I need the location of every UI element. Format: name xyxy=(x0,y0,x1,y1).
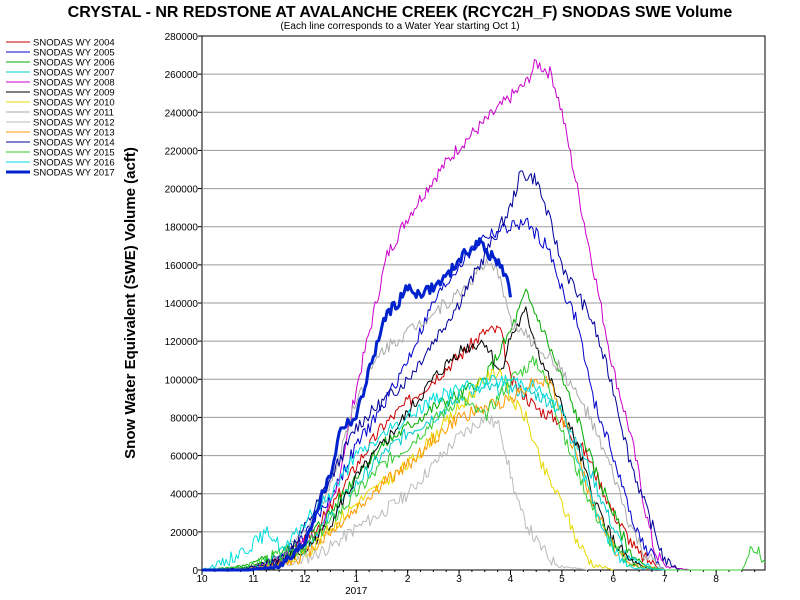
y-tick-label: 0 xyxy=(192,566,198,577)
x-year-label: 2017 xyxy=(345,586,368,597)
x-tick-label: 6 xyxy=(611,574,617,585)
x-tick-label: 10 xyxy=(196,574,208,585)
series-line-snodas-wy-2013 xyxy=(202,376,665,571)
y-tick-label: 280000 xyxy=(165,32,199,43)
x-tick-label: 4 xyxy=(508,574,514,585)
y-tick-label: 80000 xyxy=(170,413,198,424)
chart-subtitle: (Each line corresponds to a Water Year s… xyxy=(280,21,519,32)
legend-label: SNODAS WY 2008 xyxy=(33,78,115,89)
y-tick-label: 40000 xyxy=(170,490,198,501)
x-tick-label: 5 xyxy=(559,574,565,585)
legend-label: SNODAS WY 2016 xyxy=(33,158,115,169)
x-tick-label: 2 xyxy=(405,574,411,585)
chart-title: CRYSTAL - NR REDSTONE AT AVALANCHE CREEK… xyxy=(68,4,733,21)
x-tick-label: 7 xyxy=(662,574,668,585)
legend-label: SNODAS WY 2014 xyxy=(33,138,115,149)
series-line-snodas-wy-2016 xyxy=(201,374,665,571)
legend-label: SNODAS WY 2006 xyxy=(33,58,115,69)
y-tick-label: 140000 xyxy=(165,299,199,310)
y-tick-label: 160000 xyxy=(165,261,199,272)
x-tick-label: 3 xyxy=(456,574,462,585)
series-line-snodas-wy-2011 xyxy=(201,258,666,571)
y-tick-label: 260000 xyxy=(165,70,199,81)
y-tick-label: 60000 xyxy=(170,452,198,463)
legend-label: SNODAS WY 2012 xyxy=(33,118,115,129)
x-tick-label: 11 xyxy=(248,574,259,585)
y-tick-label: 200000 xyxy=(165,185,199,196)
y-tick-label: 100000 xyxy=(165,375,199,386)
y-tick-label: 20000 xyxy=(170,528,198,539)
y-tick-label: 240000 xyxy=(165,108,199,119)
legend-label: SNODAS WY 2011 xyxy=(33,108,114,119)
plot-area: 0 20000 40000 60000 80000 100000 120000 140000 1… xyxy=(165,32,766,597)
legend-label: SNODAS WY 2010 xyxy=(33,98,115,109)
series-line-snodas-wy-2015 xyxy=(201,355,766,571)
legend-label: SNODAS WY 2007 xyxy=(33,68,115,79)
y-tick-label: 220000 xyxy=(165,146,199,157)
legend-label: SNODAS WY 2013 xyxy=(33,128,115,139)
x-tick-label: 12 xyxy=(299,574,311,585)
y-tick-label: 180000 xyxy=(165,223,199,234)
legend-label: SNODAS WY 2009 xyxy=(33,88,115,99)
series-line-snodas-wy-2017 xyxy=(202,237,512,572)
y-tick-label: 120000 xyxy=(165,337,199,348)
legend-label: SNODAS WY 2015 xyxy=(33,148,115,159)
y-axis-label: Snow Water Equivalent (SWE) Volume (acft… xyxy=(122,147,139,459)
legend-label: SNODAS WY 2005 xyxy=(33,48,115,59)
x-tick-label: 8 xyxy=(713,574,719,585)
legend-label: SNODAS WY 2017 xyxy=(33,168,115,179)
series-line-snodas-wy-2009 xyxy=(201,306,665,571)
legend-label: SNODAS WY 2004 xyxy=(33,38,115,49)
x-tick-label: 1 xyxy=(353,574,359,585)
series-line-snodas-wy-2014 xyxy=(201,170,681,571)
